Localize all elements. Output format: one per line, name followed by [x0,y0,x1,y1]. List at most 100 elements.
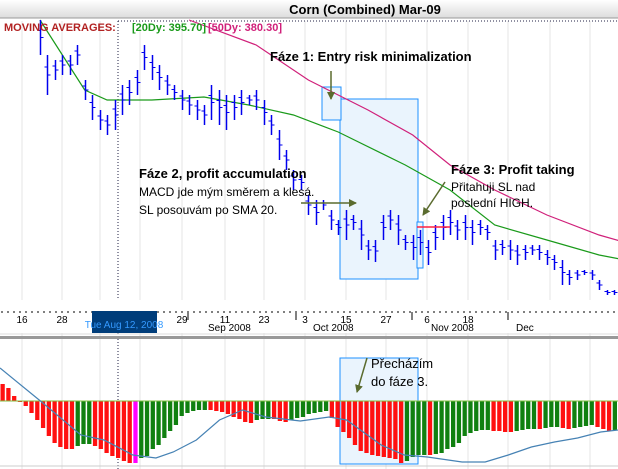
price-bar [559,260,566,285]
price-bar [305,195,312,215]
price-bar [358,220,365,250]
price-bar [544,250,551,265]
histogram-bar [370,401,375,455]
x-tick-label: 16 [16,315,28,326]
histogram-bar [456,401,462,443]
price-bar [604,290,611,295]
histogram-bar [399,401,404,463]
phase3-line1: Přitahuji SL nad [451,180,535,194]
histogram-bar [185,401,190,413]
price-bar [186,95,193,115]
histogram-bar [254,401,259,420]
price-bar [253,90,260,110]
x-tick-label: 6 [424,315,430,326]
price-bar [507,240,514,260]
price-bar [574,270,581,280]
histogram-bar [58,401,63,447]
legend-ma50: [50Dy: 380.30] [208,22,282,34]
price-bar [566,270,573,285]
x-month-label: Oct 2008 [313,323,354,334]
price-bar [320,200,327,210]
price-bar [492,240,499,260]
price-bar [462,215,469,240]
histogram-bar [300,401,306,417]
x-month-label: Dec [516,323,534,334]
histogram-bar [46,401,51,436]
price-bar [589,270,596,280]
histogram-bar [537,401,542,429]
histogram-bar [81,401,86,444]
pane-splitter[interactable] [0,336,618,339]
histogram-bar [167,401,173,431]
histogram-bar [508,401,514,432]
price-bar [469,220,476,245]
cursor-date-label: Tue Aug 12, 2008 [85,320,164,331]
price-bar [395,215,402,245]
price-bar [67,55,74,75]
histogram-bar [347,401,352,438]
price-bar [343,210,350,240]
price-bar [454,220,461,240]
x-tick-label: 28 [56,315,68,326]
histogram-bar [468,401,473,433]
price-bar [410,235,417,260]
price-bar [313,200,320,225]
x-tick-label: 11 [220,315,231,326]
histogram-bar [283,401,288,422]
histogram-bar [69,401,75,449]
x-tick-label: 18 [462,315,474,326]
price-bar [126,80,133,105]
price-bar [335,220,342,235]
histogram-bar [12,396,17,401]
price-bar [328,210,335,230]
svg-text:MOVING AVERAGES: [20Dy: 39: MOVING AVERAGES: [20Dy: 395.70] [50Dy: 3… [4,22,282,34]
histogram-bar [312,401,317,413]
chart-title: Corn (Combined) Mar-09 [289,2,441,17]
histogram-bar [601,401,606,429]
title-bar [0,0,618,18]
histogram-bar [502,401,508,432]
histogram-bar [578,401,583,427]
histogram-bar [329,401,334,418]
histogram-bar [179,401,184,416]
histogram-bar [439,401,444,453]
price-bar [104,115,111,135]
histogram-bar [381,401,386,457]
histogram-bar [543,401,548,428]
price-bar [74,45,81,65]
price-bar [223,95,230,130]
histogram-bar [121,401,127,461]
price-bar [417,230,424,255]
legend-ma20: [20Dy: 395.70] [132,22,206,34]
histogram-bar [526,401,531,429]
histogram-bar [277,401,283,421]
price-bar [432,225,439,250]
histogram-bar [612,401,617,430]
histogram-bar [451,401,456,447]
histogram-bar [341,401,346,432]
histogram-bar [225,401,231,414]
histogram-bar [520,401,525,430]
histogram-bar [191,401,196,411]
price-bar [216,90,223,125]
price-bar [477,220,484,235]
histogram-bar [156,401,161,445]
histogram-bar [323,401,329,411]
phase2-line2: SL posouvám po SMA 20. [139,203,277,217]
histogram-bar [98,401,103,449]
histogram-bar [214,401,219,411]
histogram-bar [318,401,323,412]
histogram-bar [462,401,467,436]
price-bar [350,215,357,230]
price-bar [112,100,119,130]
histogram-bar [549,401,554,427]
histogram-bar [560,401,566,428]
price-bar [82,80,89,100]
histogram-bar [416,401,421,455]
histogram-bar [87,401,92,444]
histogram-bar [133,401,138,463]
price-bar [402,235,409,250]
price-bar [529,245,536,255]
